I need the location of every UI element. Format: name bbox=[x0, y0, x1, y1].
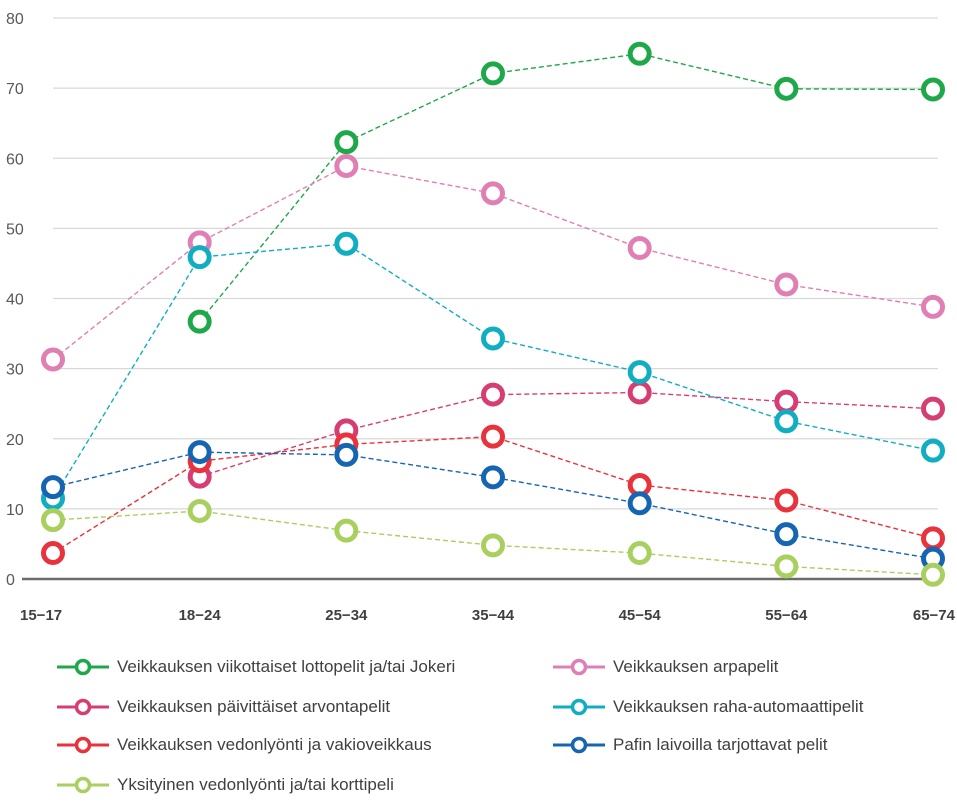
series-3-point bbox=[334, 231, 359, 256]
series-0-point bbox=[921, 77, 945, 102]
y-tick-label: 50 bbox=[6, 221, 24, 238]
series-5-point bbox=[627, 491, 652, 516]
series-6-point bbox=[481, 533, 505, 558]
series-6-point bbox=[774, 554, 799, 579]
y-tick-label: 10 bbox=[6, 502, 24, 519]
series-0-point bbox=[334, 130, 359, 155]
series-0-point bbox=[187, 309, 212, 334]
series-line-2 bbox=[199, 391, 934, 478]
series-6-point bbox=[627, 541, 652, 566]
series-5-point bbox=[41, 475, 65, 500]
series-3-point bbox=[921, 438, 945, 463]
x-tick-label: 45−54 bbox=[619, 607, 662, 624]
series-3-point bbox=[481, 326, 505, 351]
y-tick-label: 0 bbox=[6, 572, 15, 589]
y-tick-label: 30 bbox=[6, 362, 24, 379]
series-lines bbox=[52, 53, 934, 576]
x-tick-label: 35−44 bbox=[472, 607, 515, 624]
series-3-point bbox=[774, 409, 799, 434]
series-2-point bbox=[481, 382, 505, 407]
gridlines bbox=[22, 17, 938, 581]
series-5-point bbox=[187, 440, 212, 465]
y-tick-label: 80 bbox=[6, 11, 24, 28]
x-tick-label: 25−34 bbox=[325, 607, 368, 624]
series-1-point bbox=[921, 294, 945, 319]
x-tick-label: 15−17 bbox=[20, 607, 62, 624]
series-4-point bbox=[41, 541, 65, 566]
series-2-point bbox=[921, 396, 945, 421]
y-tick-label: 60 bbox=[6, 151, 24, 168]
series-line-0 bbox=[199, 53, 934, 323]
y-tick-label: 20 bbox=[6, 432, 24, 449]
x-tick-label: 65−74 bbox=[913, 607, 956, 624]
y-axis-ticks: 0 10 20 30 40 50 60 70 80 bbox=[6, 11, 24, 589]
series-5-point bbox=[334, 442, 359, 467]
series-0-point bbox=[481, 61, 505, 86]
series-1-point bbox=[41, 347, 65, 372]
series-6-point bbox=[41, 508, 65, 533]
series-1-point bbox=[481, 181, 505, 206]
x-tick-label: 18−24 bbox=[179, 607, 222, 624]
series-4-point bbox=[921, 526, 945, 551]
series-2-point bbox=[627, 380, 652, 405]
series-6-point bbox=[921, 562, 945, 587]
series-1-point bbox=[774, 272, 799, 297]
series-1-point bbox=[627, 236, 652, 261]
y-tick-label: 70 bbox=[6, 81, 24, 98]
series-6-point bbox=[334, 518, 359, 543]
series-2-point bbox=[774, 389, 799, 414]
series-0-point bbox=[774, 76, 799, 101]
series-5-point bbox=[481, 465, 505, 490]
y-tick-label: 40 bbox=[6, 292, 24, 309]
x-tick-label: 55−64 bbox=[765, 607, 808, 624]
x-axis-ticks: 15−17 18−24 25−34 35−44 45−54 55−64 65−74 bbox=[20, 607, 956, 624]
series-3-point bbox=[187, 245, 212, 270]
series-0-point bbox=[627, 41, 652, 66]
series-4-point bbox=[774, 488, 799, 513]
series-1-point bbox=[334, 153, 359, 178]
series-3-point bbox=[627, 360, 652, 385]
series-line-3 bbox=[52, 243, 934, 499]
series-5-point bbox=[774, 522, 799, 547]
series-4-point bbox=[481, 424, 505, 449]
series-6-point bbox=[187, 498, 212, 523]
series-points bbox=[41, 41, 945, 587]
